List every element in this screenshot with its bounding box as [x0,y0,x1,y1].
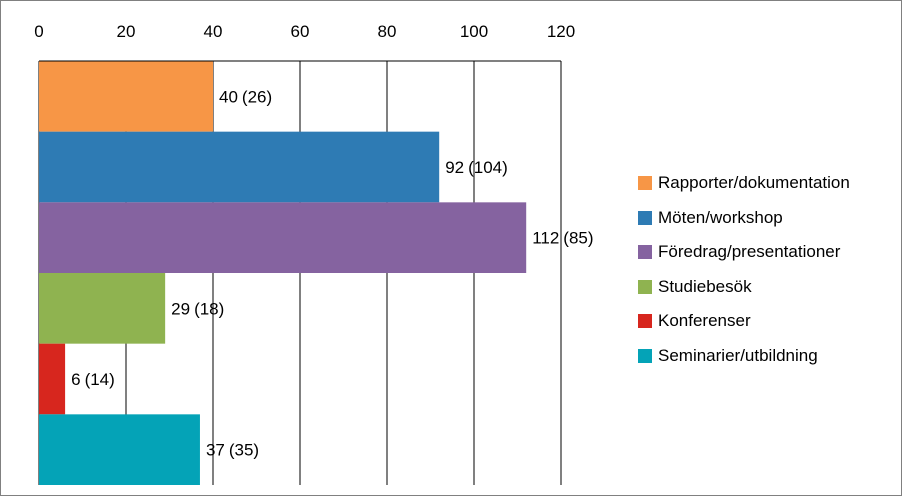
legend-swatch [638,245,652,260]
data-label: 40 [219,87,238,106]
bar [39,343,66,415]
x-tick-label: 0 [34,22,43,41]
bar [39,131,440,203]
previous-value-label: (85) [563,229,593,248]
data-label: 37 [206,441,225,460]
legend: Rapporter/dokumentation Möten/workshop För… [638,166,900,373]
legend-label: Rapporter/dokumentation [658,173,850,193]
previous-value-label: (26) [242,87,272,106]
data-label: 112 [532,229,559,248]
bar [39,414,200,485]
legend-item: Möten/workshop [638,201,900,236]
x-tick-label: 80 [378,22,397,41]
legend-item: Konferenser [638,304,900,339]
legend-item: Seminarier/utbildning [638,339,900,374]
legend-label: Konferenser [658,311,751,331]
data-label: 92 [445,158,464,177]
legend-label: Studiebesök [658,276,752,296]
bar [39,273,166,344]
previous-value-label: (104) [468,158,508,177]
legend-item: Rapporter/dokumentation [638,166,900,201]
legend-swatch [638,348,652,363]
legend-label: Möten/workshop [658,207,783,227]
previous-value-label: (18) [194,299,224,318]
data-label: 29 [171,299,190,318]
x-tick-label: 40 [204,22,223,41]
x-tick-label: 20 [117,22,136,41]
x-tick-label: 120 [547,22,575,41]
legend-swatch [638,176,652,191]
bars [39,61,527,485]
x-tick-label: 60 [291,22,310,41]
legend-label: Föredrag/presentationer [658,242,841,262]
data-label: 6 [71,370,80,389]
legend-swatch [638,314,652,329]
bar [39,61,213,132]
legend-item: Studiebesök [638,270,900,305]
previous-value-label: (35) [229,441,259,460]
legend-item: Föredrag/presentationer [638,235,900,270]
bar [39,202,527,273]
previous-value-label: (14) [85,370,115,389]
legend-swatch [638,210,652,225]
legend-swatch [638,279,652,294]
data-labels: 40 (26) 92 (104) 112 (85) 29 (18) 6 (14) 37 (35) [71,87,593,459]
x-axis-ticks: 0 20 40 60 80 100 120 [34,22,575,41]
x-tick-label: 100 [460,22,488,41]
legend-label: Seminarier/utbildning [658,345,818,365]
